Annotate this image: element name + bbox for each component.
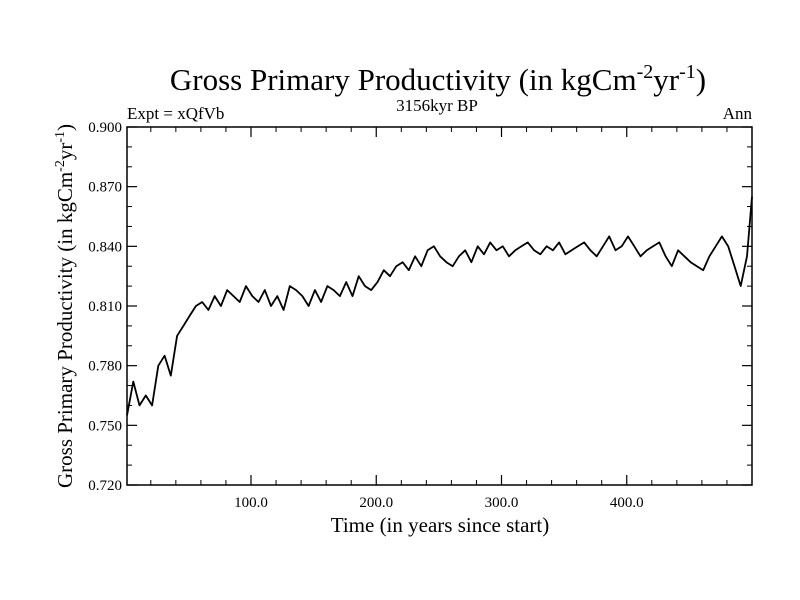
- x-axis-label: Time (in years since start): [331, 513, 550, 537]
- y-axis-label-sup1: -2: [53, 160, 68, 172]
- x-tick-label: 100.0: [234, 495, 268, 511]
- y-tick-label: 0.750: [88, 418, 122, 434]
- y-axis-label-prefix: Gross Primary Productivity (in kgCm: [53, 172, 77, 488]
- series-line: [126, 196, 753, 416]
- chart-title-sup1: -2: [637, 61, 654, 83]
- x-tick-label: 200.0: [359, 495, 393, 511]
- y-axis-label-mid: yr: [53, 143, 77, 161]
- series-layer: [126, 196, 753, 416]
- chart-title-prefix: Gross Primary Productivity (in kgCm: [170, 62, 637, 97]
- y-tick-label: 0.780: [88, 359, 122, 375]
- y-tick-label: 0.900: [88, 120, 122, 136]
- chart-title-sup2: -1: [679, 61, 696, 83]
- y-axis-ticks: 0.720 0.750 0.780 0.810 0.840 0.870 0.900: [88, 120, 752, 494]
- chart-title-mid: yr: [653, 62, 680, 97]
- x-tick-label: 400.0: [610, 495, 644, 511]
- y-axis-label-suffix: ): [53, 124, 77, 131]
- y-axis-label: Gross Primary Productivity (in kgCm-2yr-…: [53, 124, 77, 488]
- experiment-label: Expt = xQfVb: [127, 104, 224, 123]
- y-tick-label: 0.810: [88, 299, 122, 315]
- y-tick-label: 0.840: [88, 239, 122, 255]
- chart-title-suffix: ): [696, 62, 706, 97]
- x-axis-ticks: 100.0 200.0 300.0 400.0: [150, 127, 728, 511]
- y-tick-label: 0.720: [88, 478, 122, 494]
- x-tick-label: 300.0: [485, 495, 519, 511]
- season-label: Ann: [723, 104, 753, 123]
- y-axis-label-sup2: -1: [53, 131, 68, 143]
- chart-title: Gross Primary Productivity (in kgCm-2yr-…: [170, 61, 706, 97]
- period-label: 3156kyr BP: [396, 96, 478, 115]
- y-tick-label: 0.870: [88, 180, 122, 196]
